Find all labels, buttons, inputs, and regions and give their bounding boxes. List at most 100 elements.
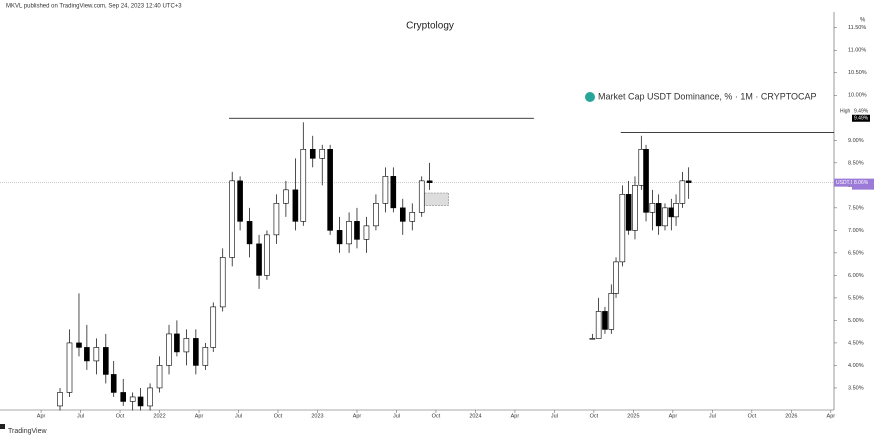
y-tick-label: 11.50% xyxy=(848,25,866,31)
x-tick-label: Jul xyxy=(235,413,242,419)
y-tick-label: 10.50% xyxy=(848,70,867,76)
candle-body xyxy=(93,347,100,362)
candle-body xyxy=(655,203,662,227)
y-tick-label: 5.00% xyxy=(848,318,864,324)
y-tick-label: 7.50% xyxy=(848,205,864,211)
chart-title: Cryptology xyxy=(406,21,454,32)
candle-body xyxy=(183,338,190,353)
candle-body xyxy=(76,342,82,348)
price-badge xyxy=(852,178,874,190)
candle-body xyxy=(110,374,117,393)
y-tick-label: 4.00% xyxy=(848,363,864,369)
footer-logo: TradingView xyxy=(8,428,47,435)
x-tick-label: Oct xyxy=(590,413,599,419)
candle-body xyxy=(662,207,668,227)
x-tick-label: Jul xyxy=(551,413,558,419)
candle-body xyxy=(354,221,360,240)
y-tick-label: 5.50% xyxy=(848,295,864,301)
candle-body xyxy=(638,149,645,186)
candle-body xyxy=(643,149,649,213)
candle-body xyxy=(292,189,299,222)
candle-body xyxy=(625,194,632,231)
candle-body xyxy=(256,243,262,276)
candle-body xyxy=(137,396,144,407)
candle-body xyxy=(309,149,316,159)
candle-body xyxy=(595,311,602,339)
candle-body xyxy=(202,347,209,366)
candle-body xyxy=(156,365,163,389)
candle-body xyxy=(673,203,679,218)
candle-body xyxy=(390,176,397,209)
x-tick-label: 2023 xyxy=(311,413,323,419)
candle-body xyxy=(229,180,235,258)
candle-body xyxy=(336,230,343,245)
high-badge-text: 9.49% xyxy=(854,116,869,122)
high-badge xyxy=(852,114,870,122)
candle-body xyxy=(668,207,675,218)
candle-body xyxy=(363,225,370,240)
x-tick-label: Oct xyxy=(274,413,283,419)
candle-body xyxy=(589,338,596,340)
x-tick-label: 2022 xyxy=(153,413,165,419)
candle-body xyxy=(273,203,280,236)
y-tick-label: 8.50% xyxy=(848,160,864,166)
y-tick-label: 4.50% xyxy=(848,340,864,346)
x-tick-label: Jul xyxy=(709,413,716,419)
candle-body xyxy=(649,203,656,213)
y-tick-label: 10.00% xyxy=(848,93,867,99)
candle-body xyxy=(129,396,136,402)
y-tick-label: 6.00% xyxy=(848,273,864,279)
x-tick-label: Oct xyxy=(432,413,441,419)
price-badge-text: 8.06% xyxy=(854,180,869,186)
candle-body xyxy=(300,149,307,222)
candle-body xyxy=(619,194,626,263)
candle-body xyxy=(632,185,638,231)
candle-body xyxy=(418,180,425,213)
candle-body xyxy=(346,221,352,245)
x-tick-label: 2024 xyxy=(469,413,481,419)
candle-body xyxy=(174,333,180,353)
candle-body xyxy=(602,311,608,330)
candle-body xyxy=(210,306,217,348)
y-tick-label: 9.00% xyxy=(848,138,864,144)
logo-icon xyxy=(0,424,5,429)
high-label: High xyxy=(840,109,851,115)
candle-body xyxy=(409,212,416,222)
x-tick-label: Apr xyxy=(353,413,362,419)
candle-body xyxy=(426,180,433,183)
symbol-badge xyxy=(834,178,852,187)
x-tick-label: 2026 xyxy=(785,413,797,419)
x-tick-label: Apr xyxy=(827,413,836,419)
axis-unit: % xyxy=(860,18,866,24)
x-tick-label: Apr xyxy=(511,413,520,419)
x-tick-label: Oct xyxy=(748,413,757,419)
x-tick-label: Apr xyxy=(37,413,46,419)
candle-body xyxy=(382,176,389,204)
chart-subtitle: Market Cap USDT Dominance, % · 1M · CRYP… xyxy=(598,91,817,101)
y-tick-label: 3.50% xyxy=(848,385,864,391)
symbol-badge-text: USDT.D xyxy=(836,180,854,186)
candle-body xyxy=(264,234,270,276)
y-tick-label: 7.00% xyxy=(848,228,864,234)
candle-body xyxy=(219,257,226,308)
y-tick-label: 11.00% xyxy=(848,48,866,54)
x-tick-label: Apr xyxy=(669,413,678,419)
x-tick-label: Oct xyxy=(116,413,125,419)
candle-body xyxy=(57,392,63,407)
candle-body xyxy=(679,180,686,204)
high-value: 9.49% xyxy=(854,109,869,115)
candle-body xyxy=(246,221,253,245)
candle-body xyxy=(608,293,615,330)
candle-body xyxy=(373,203,379,227)
candle-body xyxy=(237,180,243,222)
candle-body xyxy=(327,149,333,231)
candle-body xyxy=(103,347,109,375)
x-tick-label: Jul xyxy=(393,413,400,419)
publisher: MKVL published on TradingView.com, Sep 2… xyxy=(6,4,182,10)
x-tick-label: 2025 xyxy=(627,413,639,419)
candle-body xyxy=(147,387,153,407)
candle-body xyxy=(66,342,73,393)
y-tick-label: 6.50% xyxy=(848,250,864,256)
